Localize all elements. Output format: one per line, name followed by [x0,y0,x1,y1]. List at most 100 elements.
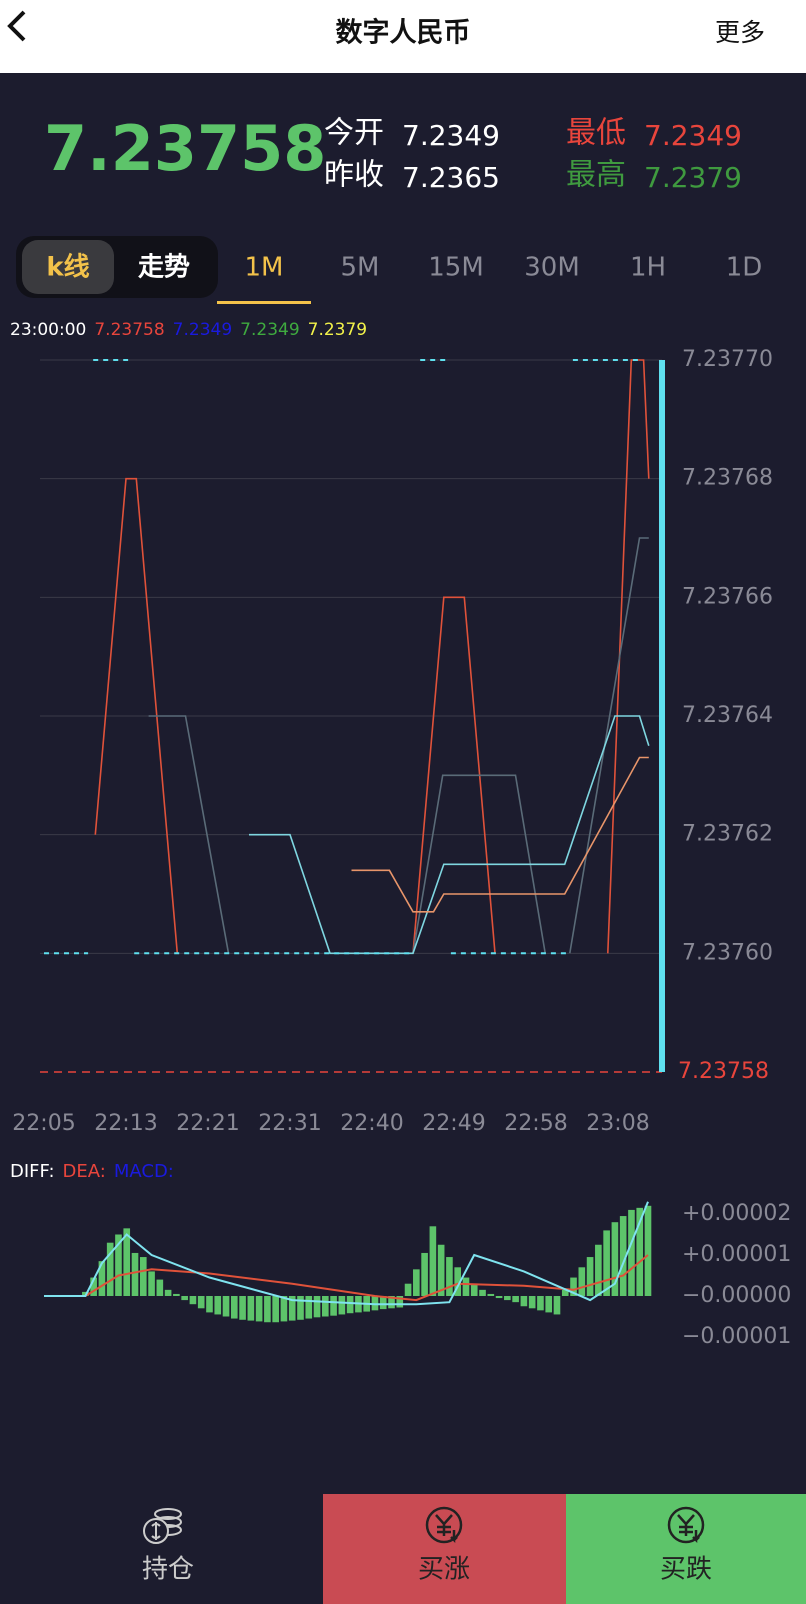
macd-bar [595,1244,602,1296]
macd-bar [90,1277,97,1296]
line [44,1254,649,1302]
line [351,756,649,913]
macd-bar [173,1293,180,1296]
footer-button[interactable]: 买涨 [418,1555,470,1585]
macd-bar [106,1242,114,1296]
x-tick-label: 22:58 [504,1111,567,1136]
macd-bar [570,1277,577,1296]
legend-entry: MACD: [114,1161,174,1182]
period-tab[interactable]: 1M [245,253,284,283]
mode-tab[interactable]: 走势 [138,253,190,283]
legend-entry: 7.2379 [308,320,367,340]
x-tick-label: 22:49 [422,1111,485,1136]
footer-button[interactable]: 买跌 [660,1555,712,1585]
macd-bar [512,1296,519,1303]
y-tick-label: −0.00001 [682,1324,791,1349]
macd-bar [462,1277,470,1296]
macd-bar [628,1209,635,1296]
macd-bar [222,1296,230,1317]
buy-up-button-bg [323,1494,566,1604]
header-title: 数字人民币 [336,17,471,49]
macd-bar [313,1296,321,1318]
y-tick-label: 7.23762 [682,822,773,847]
y-tick-label: −0.00000 [682,1283,791,1308]
macd-bar [206,1296,213,1313]
x-tick-label: 23:08 [586,1111,649,1136]
line [44,1201,649,1306]
macd-bar [437,1244,445,1296]
macd-bar [139,1257,147,1296]
macd-bar [586,1257,594,1296]
buy-down-button-bg [566,1494,806,1604]
period-tab[interactable]: 1D [726,253,763,283]
macd-bar [371,1296,379,1311]
macd-bar [495,1296,503,1299]
prev-close-label: 昨收 [324,158,384,193]
period-tab[interactable]: 1H [630,253,666,283]
y-tick-label: 7.23760 [682,940,773,965]
macd-bar [504,1296,511,1301]
macd-bar [603,1230,610,1296]
y-tick-label: 7.23766 [682,584,773,609]
macd-bar [156,1279,164,1296]
hold-icon [143,1508,182,1544]
prev-close-value: 7.2365 [402,161,500,194]
macd-bar [545,1296,553,1313]
macd-bar [131,1252,139,1296]
macd-bar [280,1296,288,1322]
x-tick-label: 22:13 [94,1111,157,1136]
x-tick-label: 22:21 [176,1111,239,1136]
mode-tab[interactable]: k线 [46,253,89,283]
macd-bar [247,1296,255,1321]
macd-bar [454,1267,462,1296]
macd-bar [189,1296,197,1305]
macd-bar [413,1269,420,1296]
macd-bar [181,1296,188,1301]
macd-bar [636,1207,644,1296]
macd-bar [230,1296,238,1319]
macd-bar [297,1296,304,1320]
macd-bar [561,1289,569,1296]
macd-bar [528,1296,536,1309]
current-bar [659,360,665,1072]
last-price-label: 7.23758 [678,1059,769,1084]
legend-entry: 7.2349 [173,320,232,340]
macd-bar [379,1296,387,1310]
macd-bar [148,1271,155,1296]
macd-bar [421,1252,428,1296]
more-button[interactable]: 更多 [715,18,765,47]
macd-bar [520,1296,528,1307]
period-tab[interactable]: 5M [341,253,380,283]
period-tab[interactable]: 30M [524,253,580,283]
macd-bar [346,1296,354,1314]
macd-bar [644,1205,652,1296]
low-label: 最低 [566,116,626,151]
macd-bar [330,1296,337,1316]
period-tab[interactable]: 15M [428,253,484,283]
back-button[interactable] [7,10,26,42]
x-tick-label: 22:40 [340,1111,403,1136]
macd-bar [578,1267,586,1296]
macd-bar [553,1296,561,1315]
buy-down-icon [667,1506,705,1544]
high-label: 最高 [566,158,626,193]
footer-button[interactable]: 持仓 [142,1555,194,1585]
buy-up-icon [425,1506,463,1544]
y-tick-label: +0.00001 [682,1242,791,1267]
legend-entry: 23:00:00 [10,320,86,340]
y-tick-label: 7.23768 [682,466,773,491]
macd-bar [272,1296,279,1323]
macd-bar [264,1296,271,1323]
macd-bar [164,1289,172,1296]
macd-bar [214,1296,222,1315]
low-value: 7.2349 [644,119,742,152]
period-underline [217,301,311,304]
macd-bar [396,1296,404,1308]
current-price: 7.23758 [44,112,326,185]
macd-bar [338,1296,346,1315]
open-label: 今开 [324,116,384,151]
macd-bar [479,1289,486,1296]
macd-bar [388,1296,395,1309]
high-value: 7.2379 [644,161,742,194]
